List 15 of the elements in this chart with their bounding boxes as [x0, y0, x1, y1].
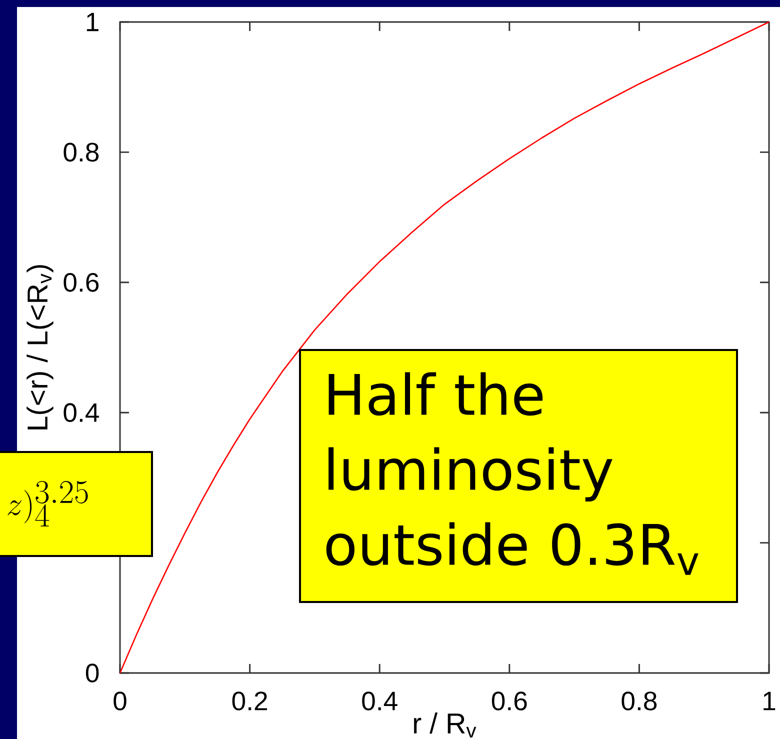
- y-tick-label: 1: [86, 12, 98, 32]
- x-axis-title: r / R$_{v}$: [414, 712, 476, 738]
- y-tick-label: 0.6: [64, 272, 99, 292]
- x-tick-label: 1: [764, 692, 776, 710]
- y-tick-label: 0.8: [64, 142, 99, 162]
- y-axis-title: L(<r) / L(<R$_{v}$): [26, 265, 54, 430]
- text: $z)^{3.25}_{4}$: [8, 481, 88, 526]
- annotation: Half the luminosity outside 0.3R$_{v}$: [326, 372, 698, 575]
- x-tick-label: 0.4: [362, 692, 398, 710]
- x-tick-label: 0.2: [232, 692, 267, 710]
- y-tick-label: 0: [86, 664, 99, 682]
- x-tick-label: 0: [114, 692, 126, 710]
- x-tick-label: 0.6: [492, 692, 527, 710]
- y-tick-label: 0.4: [64, 403, 99, 422]
- x-tick-label: 0.8: [622, 692, 657, 710]
